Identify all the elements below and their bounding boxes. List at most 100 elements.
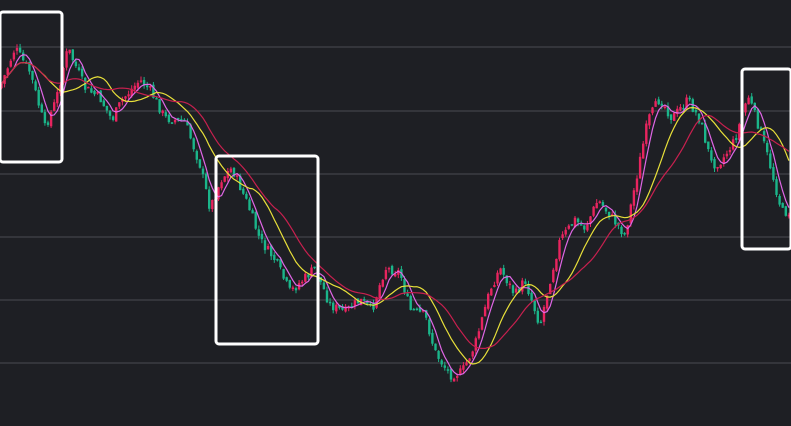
candle-body: [564, 229, 567, 235]
candle-body: [431, 332, 434, 344]
candle-body: [421, 310, 425, 312]
candle-body: [716, 167, 719, 169]
candle-body: [146, 85, 149, 88]
candle-body: [567, 225, 570, 229]
candle-body: [580, 224, 583, 226]
candle-body: [539, 321, 543, 324]
candle-body: [245, 193, 248, 199]
candle-body: [474, 338, 477, 351]
candle-body: [291, 287, 295, 289]
candle-body: [468, 358, 471, 362]
candle-body: [552, 269, 555, 283]
candle-body: [328, 301, 332, 304]
candle-body: [425, 310, 428, 318]
candle-body: [502, 268, 505, 275]
candle-body: [459, 368, 462, 375]
candle-body: [493, 285, 496, 288]
candle-body: [350, 306, 353, 308]
candle-body: [549, 283, 552, 295]
candle-body: [155, 98, 158, 100]
candle-body: [378, 285, 381, 299]
candle-body: [77, 67, 81, 71]
candle-body: [394, 274, 397, 277]
candle-body: [428, 319, 431, 335]
candle-body: [102, 100, 105, 107]
candle-body: [335, 304, 338, 312]
candle-body: [576, 218, 580, 223]
candle-body: [418, 307, 422, 312]
candle-body: [46, 122, 50, 125]
candle-body: [604, 207, 608, 212]
candle-body: [514, 288, 518, 293]
candle-body: [449, 368, 453, 380]
candle-body: [211, 200, 214, 210]
candle-body: [198, 159, 202, 168]
candle-body: [149, 86, 152, 88]
candle-body: [387, 267, 391, 270]
candle-body: [521, 280, 524, 292]
candle-body: [338, 305, 341, 308]
candle-body: [260, 233, 264, 240]
candle-body: [124, 96, 127, 99]
candle-body: [266, 245, 270, 250]
candle-body: [53, 102, 56, 111]
highlight-boxes: [0, 10, 791, 346]
candle-body: [353, 300, 357, 306]
candle-body: [133, 85, 136, 90]
candle-body: [118, 102, 121, 107]
candle-body: [654, 101, 657, 107]
candle-body: [570, 224, 574, 226]
candle-body: [254, 211, 257, 229]
candle-body: [487, 293, 490, 309]
candle-body: [542, 306, 546, 322]
ma-line: [1, 62, 790, 365]
candle-body: [766, 142, 769, 153]
candle-body: [713, 158, 716, 169]
candle-body: [465, 362, 468, 366]
candle-body: [663, 106, 667, 109]
candle-body: [669, 114, 673, 120]
candle-body: [65, 51, 68, 68]
candle-body: [313, 266, 316, 269]
candle-body: [545, 295, 549, 309]
candle-body: [483, 306, 487, 317]
candle-body: [273, 254, 276, 261]
candle-body: [452, 378, 456, 382]
candle-body: [56, 92, 59, 104]
candle-body: [319, 277, 322, 282]
ma-line: [1, 62, 790, 349]
candle-body: [111, 116, 115, 120]
candle-body: [657, 99, 660, 105]
candle-body: [251, 210, 254, 214]
candle-body: [87, 86, 90, 89]
candle-body: [22, 52, 25, 61]
candle-body: [415, 308, 419, 311]
candle-body: [592, 206, 595, 216]
candle-body: [18, 47, 22, 53]
candle-body: [158, 99, 161, 113]
candle-body: [142, 79, 146, 86]
candle-body: [632, 190, 636, 206]
candle-body: [651, 107, 654, 114]
candle-body: [121, 98, 124, 102]
candle-body: [31, 70, 34, 80]
candle-body: [781, 203, 784, 208]
candle-body: [325, 290, 329, 303]
candle-body: [660, 103, 663, 106]
candle-body: [595, 202, 598, 209]
candle-body: [775, 179, 778, 195]
candle-body: [629, 204, 632, 224]
candle-body: [294, 288, 298, 291]
candle-body: [642, 143, 645, 159]
candle-body: [505, 275, 508, 284]
candle-body: [626, 225, 629, 235]
candle-body: [279, 259, 282, 268]
candle-body: [136, 82, 140, 88]
candle-body: [390, 265, 394, 275]
candle-body: [685, 97, 688, 110]
candle-body: [688, 97, 691, 100]
candle-body: [673, 112, 676, 122]
candle-body: [310, 267, 313, 278]
candle-body: [6, 68, 9, 75]
candle-body: [490, 288, 493, 296]
